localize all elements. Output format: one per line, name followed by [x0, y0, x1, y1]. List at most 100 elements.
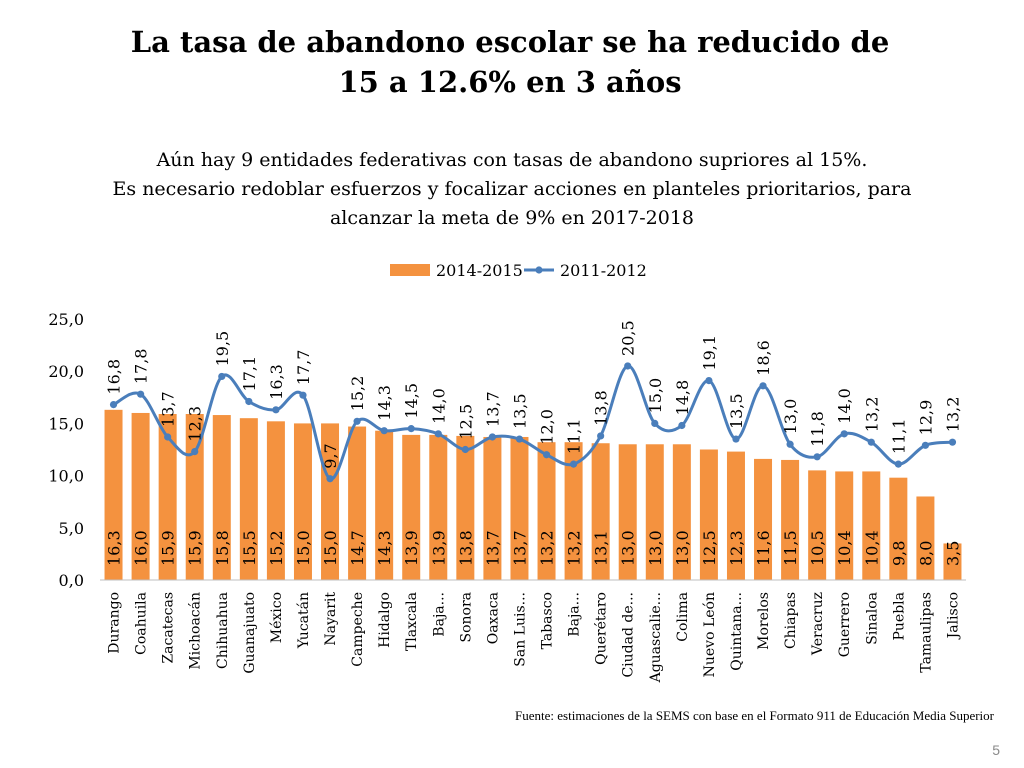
category-label: Tlaxcala	[404, 592, 420, 651]
category-label: Quintana...	[729, 592, 745, 671]
subtitle-line-3: alcanzar la meta de 9% en 2017-2018	[329, 207, 695, 229]
category-label: Tamaulipas	[918, 592, 934, 673]
bar-2	[131, 412, 150, 580]
source-note: Fuente: estimaciones de la SEMS con base…	[515, 708, 994, 723]
bar-13	[429, 434, 448, 580]
bar-value-label: 15,0	[321, 530, 340, 566]
line-point-10	[353, 417, 361, 425]
bar-19	[591, 443, 610, 580]
bar-10	[348, 426, 367, 580]
category-label: Aguascalie...	[648, 592, 664, 683]
bar-29	[862, 471, 881, 580]
line-value-label: 19,1	[700, 335, 719, 371]
y-tick-label: 25,0	[48, 310, 84, 329]
line-point-27	[813, 453, 821, 461]
line-value-label: 14,8	[673, 380, 692, 416]
bar-value-label: 13,9	[402, 530, 421, 566]
category-label: Nayarit	[323, 592, 339, 646]
slide-title: La tasa de abandono escolar se ha reduci…	[60, 22, 960, 102]
bar-32	[943, 543, 962, 580]
bar-value-label: 13,0	[646, 530, 665, 566]
bar-26	[781, 459, 800, 580]
line-point-18	[569, 460, 578, 468]
subtitle-line-2: Es necesario redoblar esfuerzos y focali…	[112, 178, 912, 200]
line-point-19	[597, 432, 605, 440]
y-tick-label: 5,0	[59, 519, 84, 538]
line-point-12	[407, 425, 415, 433]
line-value-label: 13,8	[592, 390, 611, 426]
line-point-23	[705, 376, 713, 385]
line-point-26	[786, 440, 794, 448]
bar-value-label: 11,6	[754, 530, 773, 566]
bar-15	[483, 436, 502, 580]
bar-value-label: 15,2	[267, 530, 286, 566]
line-point-16	[515, 435, 524, 443]
legend-swatch-2014-2015	[390, 264, 430, 276]
category-label: Guanajuato	[242, 592, 258, 674]
line-value-label: 13,5	[727, 393, 746, 429]
line-point-14	[461, 445, 469, 454]
category-label: Campeche	[350, 592, 366, 667]
line-point-6	[245, 397, 253, 406]
bar-value-label: 12,5	[700, 530, 719, 566]
category-label: Baja...	[431, 592, 447, 637]
line-point-15	[488, 433, 497, 441]
bar-17	[537, 442, 556, 580]
bar-3	[158, 414, 177, 580]
bar-value-label: 14,7	[348, 530, 367, 566]
bar-value-label: 13,2	[538, 530, 557, 566]
subtitle-line-1: Aún hay 9 entidades federativas con tasa…	[156, 149, 868, 171]
line-value-label: 9,7	[321, 443, 340, 468]
bar-value-label: 10,4	[862, 530, 881, 566]
line-point-17	[542, 451, 551, 459]
bar-value-label: 15,0	[294, 530, 313, 566]
line-value-label: 16,3	[267, 364, 286, 400]
bar-value-label: 16,3	[105, 530, 124, 566]
bar-value-label: 15,9	[159, 530, 178, 566]
bar-12	[402, 434, 421, 580]
line-value-label: 13,5	[510, 393, 529, 429]
category-label: México	[269, 592, 285, 643]
line-point-2	[136, 390, 145, 398]
line-value-label: 11,1	[889, 418, 908, 454]
bar-value-label: 11,5	[781, 530, 800, 566]
line-value-label: 16,8	[105, 359, 124, 395]
bar-11	[375, 430, 394, 580]
category-label: Tabasco	[540, 592, 556, 649]
bar-value-label: 10,5	[808, 530, 827, 566]
y-tick-label: 15,0	[48, 414, 84, 433]
line-point-30	[894, 460, 902, 468]
category-label: Querétaro	[594, 592, 610, 665]
y-tick-label: 0,0	[59, 571, 84, 590]
bar-23	[699, 449, 718, 580]
bar-24	[726, 451, 745, 580]
category-label: Morelos	[756, 592, 772, 650]
line-value-label: 15,0	[646, 378, 665, 414]
legend-marker-2011-2012	[535, 266, 543, 274]
line-point-22	[678, 421, 686, 430]
bar-value-label: 13,7	[510, 530, 529, 566]
line-value-label: 11,8	[808, 411, 827, 447]
bar-14	[456, 435, 475, 580]
line-value-label: 19,5	[213, 331, 232, 367]
line-value-label: 11,1	[565, 418, 584, 454]
category-label: Veracruz	[810, 592, 826, 656]
line-point-20	[624, 362, 632, 370]
category-label: Puebla	[891, 592, 907, 641]
line-point-9	[326, 475, 334, 483]
category-label: Colima	[675, 592, 691, 642]
line-point-29	[867, 438, 875, 446]
bar-28	[835, 471, 854, 580]
category-label: San Luis...	[512, 592, 528, 667]
line-value-label: 13,7	[483, 391, 502, 427]
bar-31	[916, 496, 935, 580]
line-point-3	[164, 433, 172, 441]
line-point-1	[109, 401, 118, 409]
category-label: Coahuila	[134, 592, 150, 655]
bar-value-label: 13,8	[456, 530, 475, 566]
line-value-label: 12,0	[538, 409, 557, 445]
bar-5	[212, 415, 231, 580]
category-label: Sinaloa	[864, 592, 880, 645]
line-point-24	[732, 435, 740, 443]
bar-value-label: 15,9	[186, 530, 205, 566]
